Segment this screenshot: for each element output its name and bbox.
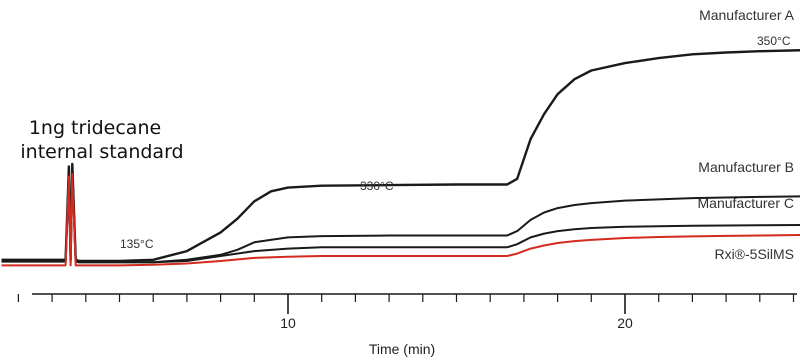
x-axis-title: Time (min) [369, 341, 435, 357]
series-label-manufacturer-b: Manufacturer B [698, 159, 794, 175]
end-temp-label: 350°C [757, 34, 791, 48]
x-tick-label-20: 20 [617, 315, 633, 331]
series-label-manufacturer-c: Manufacturer C [698, 195, 794, 211]
internal-standard-label-line2: internal standard [20, 141, 183, 163]
series-label-manufacturer-a: Manufacturer A [699, 7, 795, 23]
series-layer [1, 49, 800, 267]
series-line-4 [1, 172, 800, 267]
x-axis-ticks [17, 294, 795, 314]
series-label-rxi: Rxi®-5SilMS [714, 246, 794, 262]
start-temp-label: 135°C [120, 237, 154, 251]
x-tick-label-10: 10 [280, 315, 296, 331]
internal-standard-label-line1: 1ng tridecane [29, 117, 161, 139]
mid-temp-label: 330°C [360, 179, 394, 193]
